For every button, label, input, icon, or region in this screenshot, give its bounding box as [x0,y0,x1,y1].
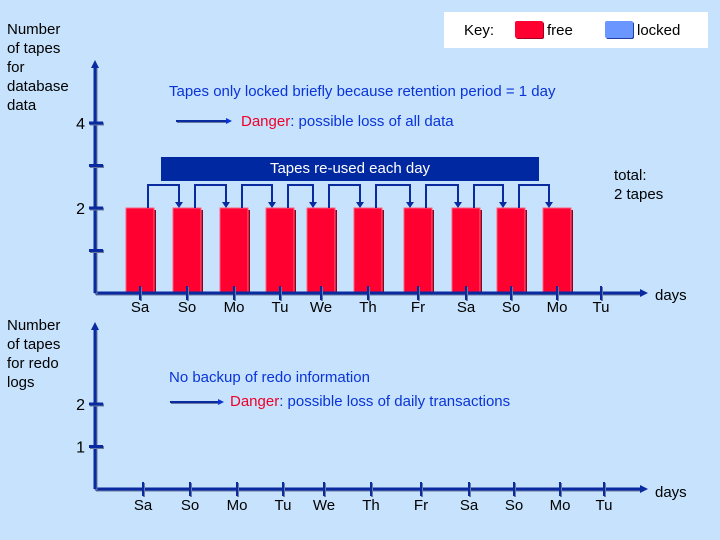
x-tick-label: Tu [272,299,289,316]
reuse-arrowhead [268,202,276,208]
label-line: Number [7,21,61,38]
x-tick-label: So [178,299,196,316]
bottom-x-axis-label: days [655,484,687,501]
x-tick-label: So [505,497,523,514]
reuse-connector [194,184,227,208]
x-tick-label: Sa [134,497,153,514]
x-tick-label: Fr [414,497,428,514]
y-tick-label: 4 [76,116,85,133]
bar [403,207,433,294]
bar [172,207,202,294]
x-tick-label: Th [359,299,377,316]
x-tick-label: We [313,497,335,514]
top-danger-note: Danger: possible loss of all data [241,113,454,130]
label-line: for [7,59,25,76]
label-line: of tapes [7,40,61,57]
x-tick-label: So [502,299,520,316]
top-y-axis-label: Number of tapes for database data [7,20,69,115]
reuse-arrowhead [175,202,183,208]
bar [451,207,481,294]
bar [306,207,336,294]
x-tick-label: Mo [224,299,245,316]
label-line: total: [614,167,647,184]
reuse-connector [425,184,459,208]
bar [353,207,383,294]
x-tick-label: Tu [593,299,610,316]
x-tick-label: Mo [227,497,248,514]
reuse-arrowhead [356,202,364,208]
bottom-note: No backup of redo information [169,369,370,386]
reuse-arrowhead [545,202,553,208]
reuse-connector [147,184,180,208]
danger-word: Danger [230,393,280,410]
danger-text: : possible loss of daily transactions [279,393,511,410]
x-tick-label: Th [362,497,380,514]
x-axis-arrow [640,485,648,493]
total-label: total: 2 tapes [614,166,663,204]
legend: Key: free locked [444,12,708,48]
y-tick-label: 2 [76,201,85,218]
reuse-arrowhead [309,202,317,208]
x-tick-label: Mo [550,497,571,514]
y-axis-arrow [91,322,99,330]
reuse-connector [328,184,361,208]
reuse-arrowhead [222,202,230,208]
label-line: Number [7,317,61,334]
reuse-arrowhead [406,202,414,208]
x-tick-label: Tu [596,497,613,514]
reuse-connector [518,184,550,208]
x-axis-arrow [640,289,648,297]
reuse-connector [473,184,504,208]
reuse-connector [241,184,273,208]
x-tick-label: Tu [275,497,292,514]
label-line: for redo [7,355,59,372]
danger-arrowhead [218,399,224,405]
x-tick-label: Sa [131,299,150,316]
y-axis-arrow [91,60,99,68]
legend-title: Key: [464,22,495,39]
x-tick-label: Sa [457,299,476,316]
bottom-danger-note: Danger: possible loss of daily transacti… [230,393,510,410]
top-x-axis-label: days [655,287,687,304]
label-line: logs [7,374,35,391]
x-tick-label: Sa [460,497,479,514]
legend-swatch-locked [605,21,633,38]
danger-text: : possible loss of all data [290,113,454,130]
legend-label-locked: locked [637,22,681,39]
label-line: data [7,97,37,114]
label-line: database [7,78,69,95]
bar [496,207,526,294]
y-tick-label: 2 [76,397,85,414]
bar [125,207,155,294]
danger-word: Danger [241,113,291,130]
reuse-arrowhead [454,202,462,208]
top-note: Tapes only locked briefly because retent… [169,83,556,100]
legend-swatch-free [515,21,543,38]
danger-arrowhead [226,118,232,124]
bar [219,207,249,294]
x-tick-label: So [181,497,199,514]
label-line: of tapes [7,336,61,353]
reuse-connector [287,184,314,208]
y-tick-label: 1 [76,440,85,457]
label-line: 2 tapes [614,186,664,203]
reuse-arrowhead [499,202,507,208]
bar [542,207,572,294]
x-tick-label: We [310,299,332,316]
reuse-connector [375,184,411,208]
x-tick-label: Mo [547,299,568,316]
x-tick-label: Fr [411,299,425,316]
legend-label-free: free [547,22,573,39]
bar [265,207,295,294]
banner: Tapes re-used each day [161,157,539,181]
bottom-y-axis-label: Number of tapes for redo logs [7,316,60,392]
